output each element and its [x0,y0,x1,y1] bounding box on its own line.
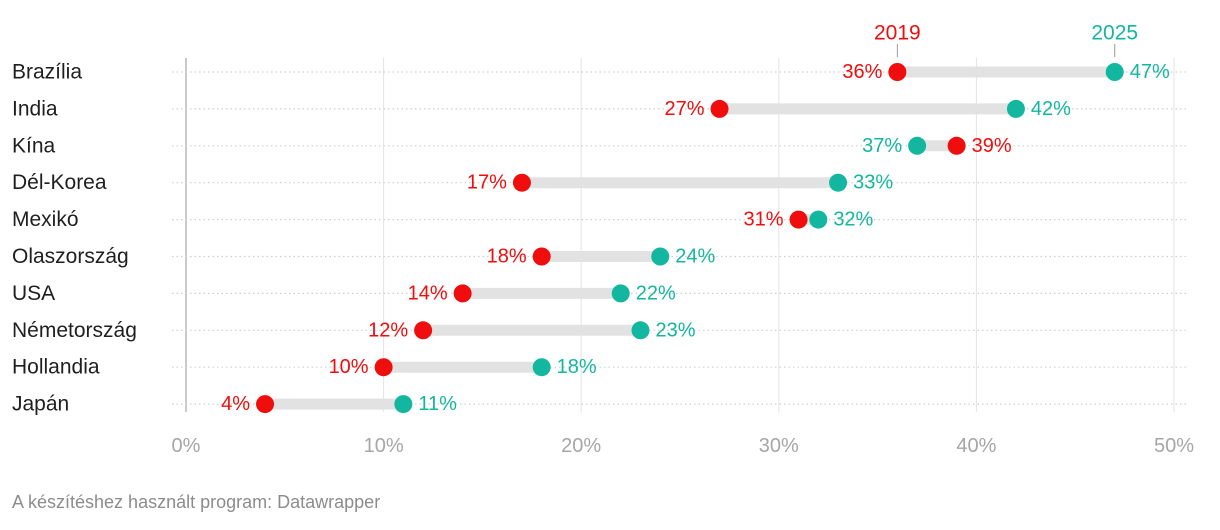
value-label-2019: 31% [744,209,784,231]
dot-2025 [611,284,630,303]
value-label-2025: 11% [418,393,457,415]
footer-note: A készítéshez használt program: Datawrap… [12,492,381,512]
x-tick-label: 50% [1154,435,1194,457]
category-label: Kína [12,134,56,157]
dot-2019 [512,173,531,192]
value-label-2025: 37% [862,135,902,157]
category-label: Dél-Korea [12,171,107,194]
category-label: Olaszország [12,245,129,268]
value-label-2025: 22% [636,282,676,304]
x-tick-label: 40% [956,435,996,457]
dot-2019 [374,358,393,377]
value-label-2019: 10% [329,356,369,378]
dot-2025 [1006,99,1025,118]
dot-2019 [710,99,729,118]
dot-2025 [1105,63,1124,81]
dot-2025 [394,395,413,414]
value-label-2025: 23% [655,319,695,341]
category-label: Hollandia [12,356,100,379]
value-label-2019: 12% [368,319,408,341]
dot-2019 [789,210,808,229]
dot-2019 [532,247,551,266]
value-label-2019: 39% [972,135,1012,157]
dot-2019 [453,284,472,303]
dot-2019 [414,321,433,340]
value-label-2025: 33% [853,172,893,194]
value-label-2019: 27% [664,98,704,120]
legend-label-2019: 2019 [874,22,921,45]
category-label: Japán [12,393,69,416]
dot-2019 [256,395,275,414]
x-tick-label: 20% [561,435,601,457]
dot-2019 [947,136,966,155]
value-label-2025: 32% [833,209,873,231]
x-tick-label: 0% [172,435,201,457]
value-label-2019: 17% [467,172,507,194]
value-label-2019: 36% [842,61,882,83]
dot-2019 [888,63,907,81]
dot-2025 [532,358,551,377]
legend-label-2025: 2025 [1091,22,1138,45]
value-label-2025: 47% [1130,61,1170,83]
dot-2025 [631,321,650,340]
dot-2025 [651,247,670,266]
category-label: USA [12,282,55,305]
category-label: Brazília [12,61,82,84]
value-label-2025: 18% [557,356,597,378]
value-label-2025: 24% [675,246,715,268]
dot-2025 [829,173,848,192]
value-label-2019: 4% [221,393,250,415]
value-label-2019: 18% [487,246,527,268]
value-label-2019: 14% [408,282,448,304]
x-tick-label: 30% [759,435,799,457]
dot-2025 [809,210,828,229]
value-label-2025: 42% [1031,98,1071,120]
category-label: Németország [12,319,137,342]
dot-2025 [908,136,927,155]
x-tick-label: 10% [364,435,404,457]
category-label: India [12,97,58,120]
category-label: Mexikó [12,208,79,231]
